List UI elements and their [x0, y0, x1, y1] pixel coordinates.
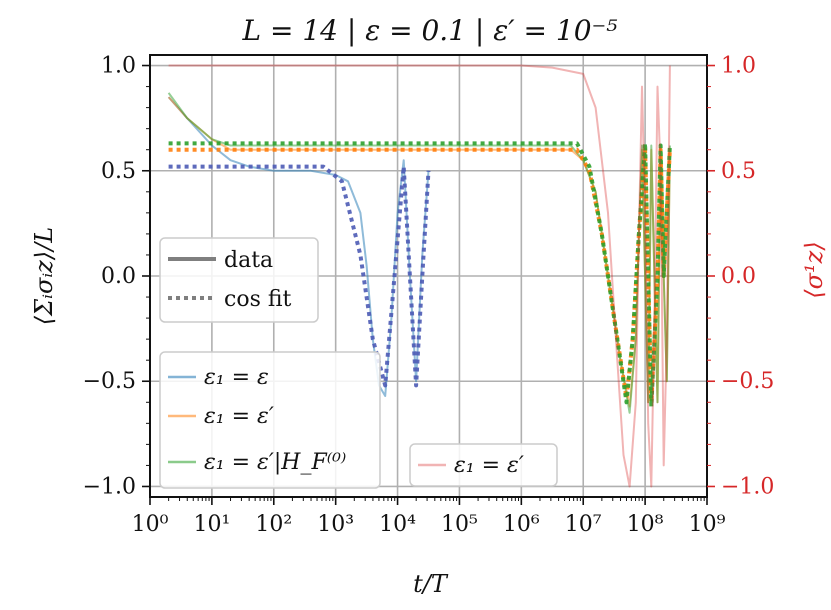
series-green-dotted [168, 141, 672, 409]
x-tick-label: 10⁸ [627, 512, 664, 537]
legend-green-label: ε₁ = ε′|H_F⁽⁰⁾ [204, 450, 346, 475]
y-tick-label: −1.0 [83, 474, 136, 499]
y-tick-label: 0.5 [101, 159, 136, 184]
legend-solid-label: data [224, 248, 273, 273]
x-axis-label: t/T [413, 570, 449, 598]
y-right-tick-label: 1.0 [721, 54, 756, 79]
y-tick-label: 0.0 [101, 264, 136, 289]
x-tick-label: 10⁶ [503, 512, 540, 537]
legend-dotted-label: cos fit [224, 287, 292, 312]
x-tick-label: 10⁴ [379, 512, 416, 537]
legend-blue-label: ε₁ = ε [204, 365, 269, 390]
y-tick-label: −0.5 [83, 369, 136, 394]
y-right-tick-label: 0.0 [721, 264, 756, 289]
y-right-tick-label: −1.0 [721, 474, 774, 499]
y-axis-right-label: ⟨σ¹z⟩ [800, 241, 828, 298]
y-right-tick-label: −0.5 [721, 369, 774, 394]
x-axis: 10⁰ 10¹ 10² 10³ 10⁴ 10⁵ 10⁶ 10⁷ 10⁸ 10⁹ [132, 497, 726, 537]
x-tick-label: 10⁵ [441, 512, 478, 537]
gridlines [149, 55, 708, 497]
y-axis-label: ⟨Σᵢσᵢz⟩/L [30, 227, 58, 325]
series-red-solid [168, 64, 671, 488]
series-green-solid [167, 92, 671, 414]
legend-series: ε₁ = ε ε₁ = ε′ ε₁ = ε′|H_F⁽⁰⁾ [159, 351, 381, 489]
legend-red: ε₁ = ε′ [409, 443, 558, 487]
x-tick-label: 10¹ [193, 512, 230, 537]
x-tick-label: 10² [255, 512, 292, 537]
x-tick-label: 10⁰ [132, 512, 169, 537]
y-axis-right: 1.0 0.5 0.0 −0.5 −1.0 [707, 54, 774, 499]
legend-style: data cos fit [159, 237, 319, 323]
series-fitBlue-dotted [168, 164, 431, 388]
series-layer [167, 64, 672, 488]
chart-title: L = 14 | ε = 0.1 | ε′ = 10⁻⁵ [241, 14, 617, 47]
y-right-tick-label: 0.5 [721, 159, 756, 184]
x-tick-label: 10³ [317, 512, 354, 537]
y-axis-left: 1.0 0.5 0.0 −0.5 −1.0 [83, 54, 150, 499]
x-tick-label: 10⁹ [689, 512, 726, 537]
legend-red-label: ε₁ = ε′ [454, 453, 524, 478]
y-tick-label: 1.0 [101, 54, 136, 79]
legend-orange-label: ε₁ = ε′ [204, 404, 274, 429]
x-tick-label: 10⁷ [565, 512, 602, 537]
